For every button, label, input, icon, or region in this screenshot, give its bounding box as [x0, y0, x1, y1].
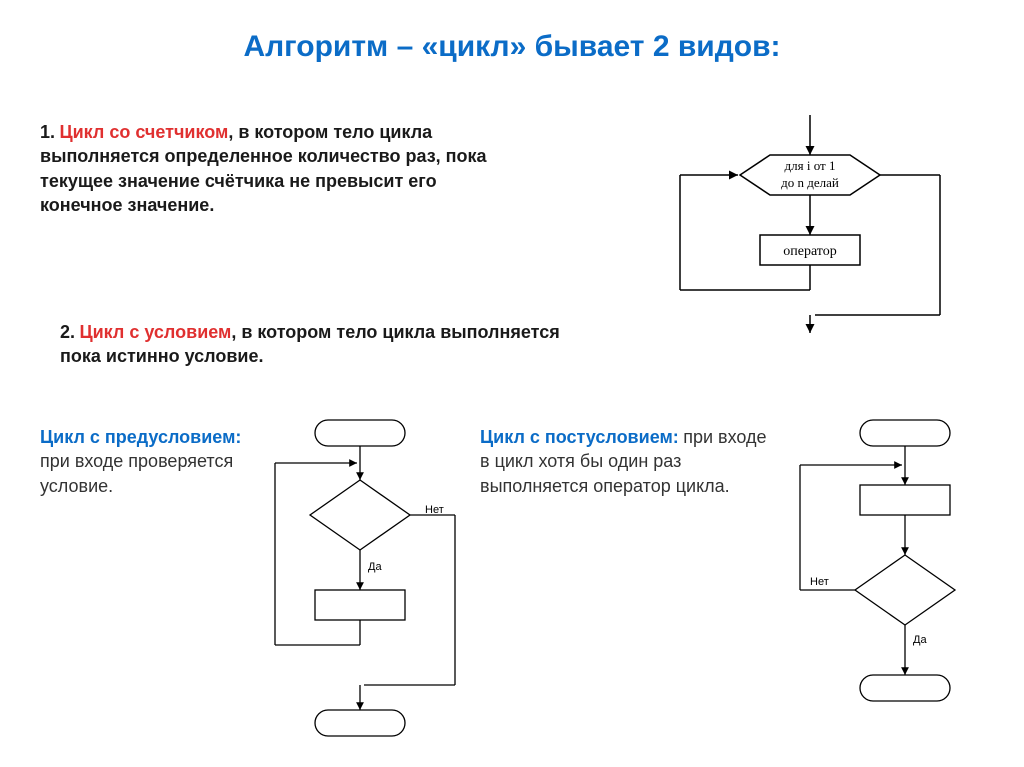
yes-label-2: Да: [368, 561, 382, 573]
item-2: 2. Цикл с условием, в котором тело цикла…: [60, 320, 600, 369]
diagram-precondition: Нет Да: [260, 415, 490, 745]
item1-number: 1.: [40, 122, 55, 142]
yes-label-3: Да: [913, 634, 927, 646]
item-1: 1. Цикл со счетчиком, в котором тело цик…: [40, 120, 520, 217]
no-label-2: Нет: [425, 504, 444, 516]
hex-line2: до n делай: [781, 175, 839, 190]
page-title: Алгоритм – «цикл» бывает 2 видов:: [0, 0, 1024, 84]
item2-number: 2.: [60, 322, 75, 342]
item-3: Цикл с предусловием: при входе проверяет…: [40, 425, 270, 498]
operator-label: оператор: [783, 244, 837, 259]
item2-heading: Цикл с условием: [79, 322, 231, 342]
no-label-3: Нет: [810, 576, 829, 588]
item4-heading: Цикл с постусловием:: [480, 427, 679, 447]
item-4: Цикл с постусловием: при входе в цикл хо…: [480, 425, 770, 498]
title-text: Алгоритм – «цикл» бывает 2 видов:: [243, 30, 780, 63]
diagram-counter-loop: для i от 1 до n делай оператор: [620, 115, 980, 335]
item1-heading: Цикл со счетчиком: [59, 122, 228, 142]
hex-line1: для i от 1: [785, 158, 836, 173]
item3-heading: Цикл с предусловием:: [40, 427, 241, 447]
diagram-postcondition: Нет Да: [770, 415, 1010, 755]
item3-text: при входе проверяется условие.: [40, 451, 233, 495]
